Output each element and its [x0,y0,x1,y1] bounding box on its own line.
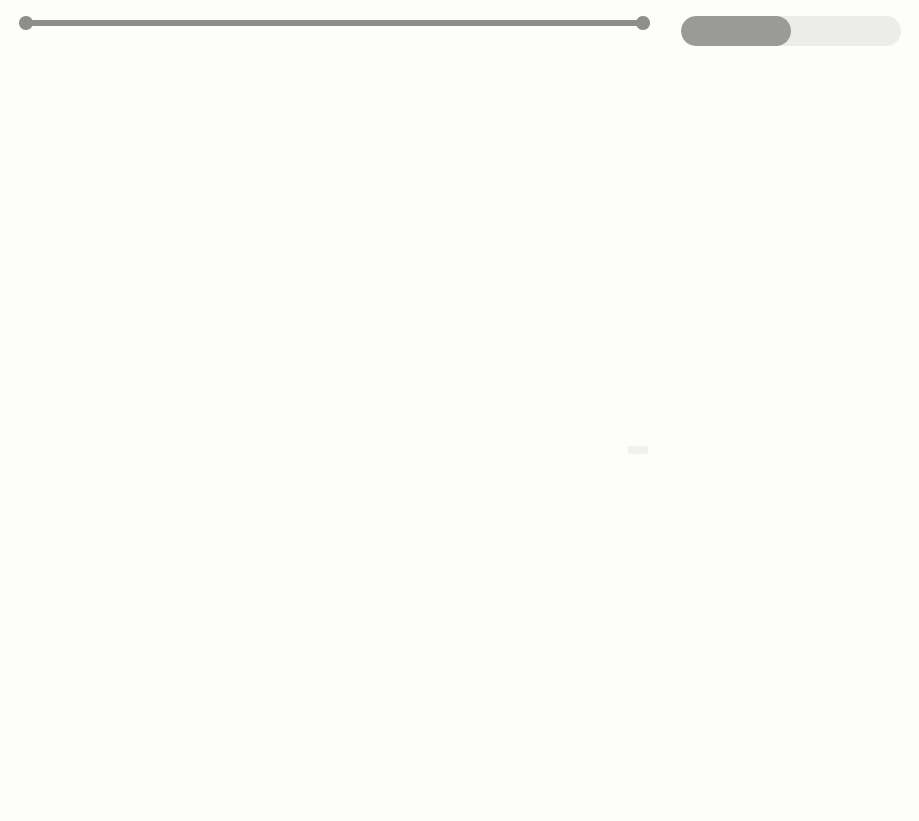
toggle-zscores[interactable] [791,16,901,46]
slider-track[interactable] [22,20,647,26]
toggle-number[interactable] [681,16,791,46]
caption-block [88,446,901,454]
week-range-block [18,10,651,52]
top-controls [18,10,901,52]
mortality-chart [22,76,322,226]
show-toggle[interactable] [681,16,901,46]
show-block [681,10,901,52]
slider-thumb-right[interactable] [636,16,650,30]
chart-area [22,76,902,436]
source-link[interactable] [628,446,648,454]
range-slider[interactable] [18,16,651,28]
slider-thumb-left[interactable] [19,16,33,30]
